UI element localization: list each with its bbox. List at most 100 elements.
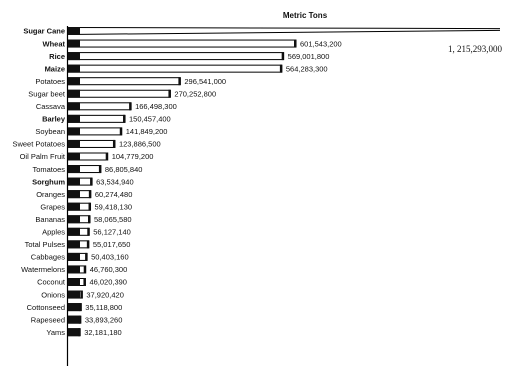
- bar-dark-segment: [68, 290, 80, 299]
- bar-end-cap: [294, 39, 296, 48]
- bar-end-cap: [168, 89, 171, 98]
- category-label: Bananas: [35, 215, 65, 224]
- category-label: Yams: [46, 328, 65, 337]
- bar-dark-segment: [68, 265, 80, 274]
- category-label: Watermelons: [21, 265, 65, 274]
- value-label: 141,849,200: [126, 127, 168, 136]
- bar-end-cap: [119, 127, 122, 136]
- bar-dark-segment: [68, 177, 80, 186]
- bar-dark-segment: [68, 77, 80, 86]
- bar-dark-segment: [68, 215, 80, 224]
- category-label: Oranges: [36, 190, 65, 199]
- value-label: 46,760,300: [90, 265, 128, 274]
- bar-dark-segment: [68, 315, 80, 324]
- value-label: 58,065,580: [94, 215, 132, 224]
- bars-group: Sugar Cane 1, 215,293,000 Wheat 601,543,200…: [12, 27, 502, 337]
- bar-outline: [68, 39, 297, 48]
- category-label: Coconut: [37, 278, 66, 287]
- bar-dark-segment: [68, 39, 80, 48]
- bar-end-cap: [86, 240, 89, 249]
- bar-end-cap: [88, 215, 91, 224]
- bar-dark-segment: [68, 202, 80, 211]
- value-label: 55,017,650: [93, 240, 131, 249]
- bar-dark-segment: [68, 165, 80, 174]
- bar-end-cap: [281, 52, 284, 61]
- category-label: Apples: [42, 228, 65, 237]
- category-label: Grapes: [40, 202, 65, 211]
- category-label: Onions: [41, 290, 65, 299]
- value-label: 46,020,390: [89, 278, 127, 287]
- category-label: Barley: [42, 115, 66, 124]
- bar-dark-segment: [68, 89, 80, 98]
- bar-outline-top: [67, 27, 501, 30]
- category-label: Soybean: [35, 127, 65, 136]
- bar-end-cap: [105, 152, 108, 161]
- bar-end-cap: [112, 139, 115, 148]
- bar-end-cap: [80, 290, 83, 299]
- category-label: Sorghum: [32, 177, 65, 186]
- value-label: 123,886,500: [119, 140, 161, 149]
- bar-end-cap: [98, 165, 101, 174]
- value-label: 166,498,300: [135, 102, 177, 111]
- category-label: Sugar beet: [28, 89, 66, 98]
- bar-outline: [68, 77, 181, 86]
- category-label: Wheat: [43, 39, 66, 48]
- bar-dark-segment: [68, 152, 80, 161]
- category-label: Rapeseed: [31, 315, 65, 324]
- bar-dark-segment: [68, 64, 80, 73]
- chart-title: Metric Tons: [283, 11, 328, 20]
- bar-end-cap: [88, 202, 91, 211]
- value-label: 56,127,140: [93, 228, 131, 237]
- category-label: Oil Palm Fruit: [20, 152, 66, 161]
- value-label: 270,252,800: [174, 89, 216, 98]
- bar-end-cap: [129, 102, 132, 111]
- bar-end-cap: [90, 177, 93, 186]
- value-label: 150,457,400: [129, 115, 171, 124]
- bar-dark-segment: [68, 127, 80, 136]
- value-label: 564,283,300: [286, 64, 328, 73]
- bar-dark-segment: [68, 102, 80, 111]
- category-label: Cottonseed: [27, 303, 65, 312]
- category-label: Rice: [49, 52, 65, 61]
- bar-dark-segment: [68, 252, 80, 261]
- bar-end-cap: [83, 278, 86, 286]
- value-label: 59,418,130: [95, 202, 133, 211]
- bar-end-cap: [88, 190, 91, 199]
- value-label: 50,403,160: [91, 253, 129, 262]
- bar-end-cap: [78, 315, 81, 324]
- value-label: 569,001,800: [288, 52, 330, 61]
- value-label: 296,541,000: [184, 77, 226, 86]
- bar-outline-bottom: [67, 29, 501, 35]
- bar-end-cap: [279, 64, 282, 73]
- category-label: Sweet Potatoes: [12, 140, 65, 149]
- category-label: Potatoes: [35, 77, 65, 86]
- category-label: Sugar Cane: [23, 27, 65, 36]
- bar-dark-segment: [68, 52, 80, 61]
- bar-dark-segment: [68, 139, 80, 148]
- bar-end-cap: [83, 265, 86, 274]
- bar-dark-segment: [68, 190, 80, 199]
- bar-end-cap: [79, 303, 82, 312]
- bar-end-cap: [123, 114, 126, 123]
- bar-end-cap: [85, 252, 88, 261]
- value-label: 104,779,200: [112, 152, 154, 161]
- value-label: 33,893,260: [85, 315, 123, 324]
- bar-dark-segment: [68, 240, 80, 249]
- bar-end-cap: [78, 328, 81, 337]
- bar-dark-segment: [68, 278, 80, 286]
- bar-dark-segment: [68, 114, 80, 123]
- bar-outline: [68, 89, 171, 98]
- category-label: Cassava: [36, 102, 66, 111]
- bar-dark-segment: [68, 303, 80, 312]
- bar-end-cap: [87, 227, 90, 236]
- bar-outline: [68, 52, 285, 61]
- bar-dark-segment: [68, 227, 80, 236]
- category-label: Total Pulses: [25, 240, 66, 249]
- bar-dark-segment: [68, 27, 80, 35]
- bar-outline: [68, 64, 283, 73]
- value-label: 37,920,420: [86, 290, 124, 299]
- category-label: Tomatoes: [32, 165, 65, 174]
- value-label: 1, 215,293,000: [448, 44, 503, 54]
- bar-end-cap: [178, 77, 181, 86]
